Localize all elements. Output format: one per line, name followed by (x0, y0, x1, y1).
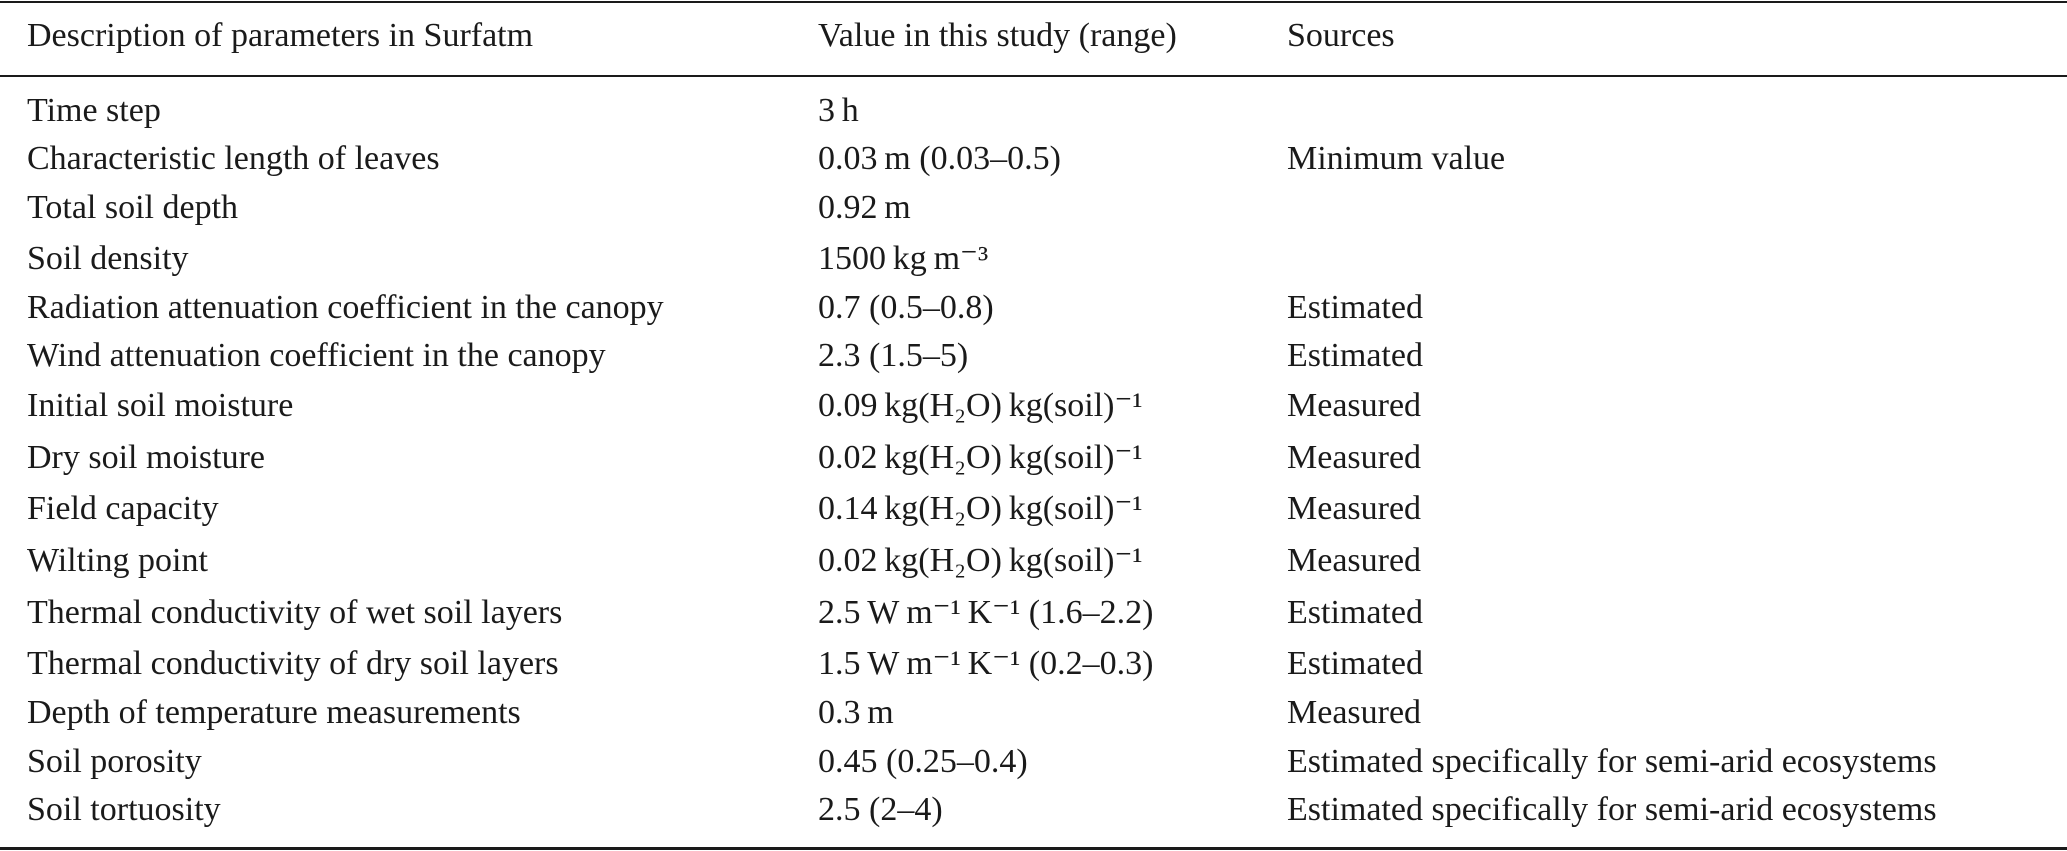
row-value: 0.7 (0.5–0.8) (818, 289, 994, 326)
header-rule (0, 75, 2067, 77)
row-description: Dry soil moisture (27, 439, 265, 476)
row-value: 0.03 m (0.03–0.5) (818, 140, 1061, 177)
row-value: 0.14 kg(H₂O) kg(soil)⁻¹ (818, 490, 1143, 527)
row-value: 0.02 kg(H₂O) kg(soil)⁻¹ (818, 439, 1143, 476)
row-source: Measured (1287, 387, 1422, 424)
row-source: Measured (1287, 490, 1422, 527)
row-description: Depth of temperature measurements (27, 694, 521, 731)
row-source: Measured (1287, 694, 1422, 731)
row-value: 0.3 m (818, 694, 894, 731)
row-value: 1.5 W m⁻¹ K⁻¹ (0.2–0.3) (818, 645, 1154, 682)
row-description: Total soil depth (27, 189, 239, 226)
row-source: Measured (1287, 542, 1422, 579)
row-source: Minimum value (1287, 140, 1506, 177)
row-description: Thermal conductivity of dry soil layers (27, 645, 559, 682)
row-description: Field capacity (27, 490, 219, 527)
bottom-rule (0, 847, 2067, 850)
row-source: Estimated (1287, 594, 1423, 631)
row-source: Measured (1287, 439, 1422, 476)
row-description: Wind attenuation coefficient in the cano… (27, 337, 606, 374)
row-description: Time step (27, 92, 161, 129)
row-value: 0.09 kg(H₂O) kg(soil)⁻¹ (818, 387, 1143, 424)
row-description: Soil tortuosity (27, 791, 221, 828)
row-value: 2.5 W m⁻¹ K⁻¹ (1.6–2.2) (818, 594, 1154, 631)
header-value: Value in this study (range) (818, 17, 1177, 54)
row-description: Characteristic length of leaves (27, 140, 440, 177)
row-source: Estimated (1287, 337, 1423, 374)
top-rule (0, 1, 2067, 3)
row-value: 1500 kg m⁻³ (818, 240, 989, 277)
row-value: 0.92 m (818, 189, 911, 226)
row-value: 2.3 (1.5–5) (818, 337, 969, 374)
row-source: Estimated (1287, 289, 1423, 326)
row-value: 3 h (818, 92, 859, 129)
row-description: Wilting point (27, 542, 208, 579)
row-source: Estimated specifically for semi-arid eco… (1287, 791, 1937, 828)
header-sources: Sources (1287, 17, 1395, 54)
row-description: Initial soil moisture (27, 387, 294, 424)
row-value: 0.45 (0.25–0.4) (818, 743, 1028, 780)
row-description: Thermal conductivity of wet soil layers (27, 594, 563, 631)
row-description: Soil density (27, 240, 189, 277)
row-description: Radiation attenuation coefficient in the… (27, 289, 664, 326)
row-source: Estimated specifically for semi-arid eco… (1287, 743, 1937, 780)
row-source: Estimated (1287, 645, 1423, 682)
row-description: Soil porosity (27, 743, 202, 780)
row-value: 2.5 (2–4) (818, 791, 943, 828)
header-description: Description of parameters in Surfatm (27, 17, 534, 54)
row-value: 0.02 kg(H₂O) kg(soil)⁻¹ (818, 542, 1143, 579)
